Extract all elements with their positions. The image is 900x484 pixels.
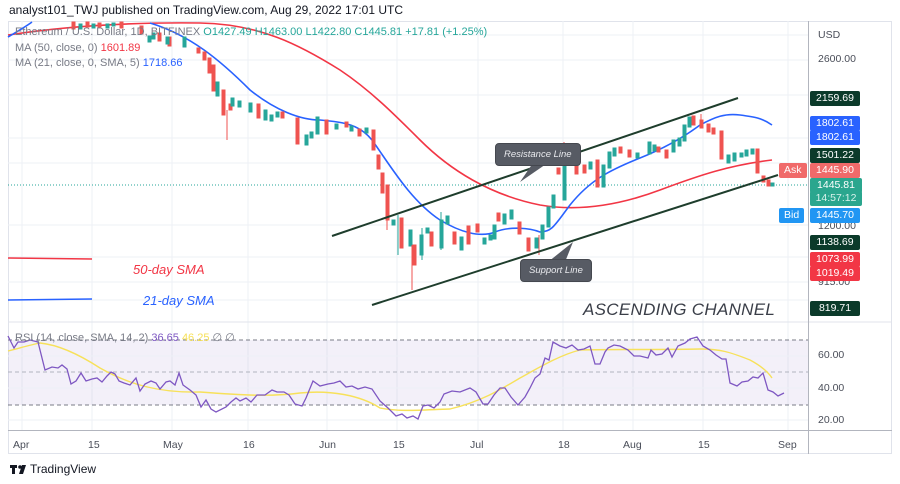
ask-label: Ask — [779, 163, 807, 178]
bid-label: Bid — [779, 208, 805, 223]
price-tick-1200: 1200.00 — [818, 220, 856, 232]
price-axis-currency: USD — [818, 29, 841, 41]
ohlc-open: O1427.49 — [203, 26, 252, 38]
price-tag-1802-a: 1802.61 — [810, 116, 860, 131]
candlesticks — [71, 21, 775, 290]
ohlc-high: H1463.00 — [254, 26, 303, 38]
rsi-extra-1: ∅ — [212, 332, 223, 344]
date-label-apr-15: 15 — [88, 439, 100, 451]
tradingview-logo-icon — [10, 465, 26, 474]
footer-brand[interactable]: TradingView — [30, 462, 96, 476]
support-line[interactable] — [371, 174, 779, 306]
ohlc-close: C1445.81 — [354, 26, 403, 38]
ma21-value: 1718.66 — [142, 57, 183, 69]
date-label-apr: Apr — [13, 439, 30, 451]
price-tag-2159: 2159.69 — [810, 91, 860, 106]
date-label-aug: Aug — [623, 439, 642, 451]
date-label-jun: Jun — [319, 439, 336, 451]
footer-brand-label: TradingView — [30, 462, 97, 476]
ma50-label: MA (50, close, 0) — [15, 42, 98, 54]
ma50-line — [7, 22, 773, 209]
rsi-extra-2: ∅ — [225, 332, 235, 344]
rsi-tick-20: 20.00 — [818, 414, 845, 426]
price-tag-1802-b: 1802.61 — [810, 130, 860, 145]
countdown-tag: 14:57:12 — [810, 191, 862, 206]
price-tick-2600: 2600.00 — [818, 53, 856, 65]
ma21-legend[interactable]: MA (21, close, 0, SMA, 5) 1718.66 — [15, 57, 183, 69]
support-callout[interactable]: Support Line — [520, 259, 592, 282]
ma50-legend-line — [7, 257, 93, 260]
rsi-legend[interactable]: RSI (14, close, SMA, 14, 2) 36.65 46.25 … — [15, 331, 235, 344]
ohlc-low: L1422.80 — [305, 26, 352, 38]
last-price-tag: 1445.81 — [810, 178, 862, 193]
symbol-name: Ethereum / U.S. Dollar, 1D, BITFINEX — [15, 26, 201, 38]
price-tag-1138: 1138.69 — [810, 235, 860, 250]
ma21-label: MA (21, close, 0, SMA, 5) — [15, 57, 140, 69]
ma50-annotation[interactable]: 50-day SMA — [133, 262, 205, 277]
rsi-tick-40: 40.00 — [818, 382, 845, 394]
rsi-sma-line — [7, 342, 773, 412]
ma21-annotation[interactable]: 21-day SMA — [143, 293, 215, 308]
ma21-legend-line — [7, 298, 93, 301]
bid-price-tag: 1445.70 — [810, 208, 860, 223]
ma50-value: 1601.89 — [100, 42, 141, 54]
date-label-may: May — [163, 439, 183, 451]
date-label-jul: Jul — [470, 439, 484, 451]
date-label-sep: Sep — [778, 439, 797, 451]
publish-info: analyst101_TWJ published on TradingView.… — [9, 3, 404, 17]
date-label-aug-15: 15 — [698, 439, 710, 451]
date-label-jul-18: 18 — [558, 439, 570, 451]
rsi-sma-value: 46.25 — [181, 332, 210, 344]
price-tag-1019: 1019.49 — [810, 266, 860, 281]
rsi-label: RSI (14, close, SMA, 14, 2) — [15, 332, 149, 344]
date-label-may-16: 16 — [243, 439, 255, 451]
date-label-jun-15: 15 — [393, 439, 405, 451]
symbol-legend[interactable]: Ethereum / U.S. Dollar, 1D, BITFINEX O14… — [15, 26, 487, 38]
ma50-legend[interactable]: MA (50, close, 0) 1601.89 — [15, 42, 140, 54]
rsi-value: 36.65 — [151, 332, 179, 344]
ask-price-tag: 1445.90 — [810, 163, 860, 178]
ohlc-change: +17.81 (+1.25%) — [405, 26, 488, 38]
resistance-callout[interactable]: Resistance Line — [495, 143, 581, 166]
price-tag-1073: 1073.99 — [810, 252, 860, 267]
rsi-tick-60: 60.00 — [818, 349, 845, 361]
grid-horizontal — [8, 34, 808, 301]
ascending-channel-annotation[interactable]: ASCENDING CHANNEL — [583, 300, 776, 319]
price-tag-1501: 1501.22 — [810, 148, 860, 163]
price-tag-819: 819.71 — [810, 301, 860, 316]
support-callout-pointer — [548, 242, 573, 262]
rsi-line — [7, 335, 785, 420]
